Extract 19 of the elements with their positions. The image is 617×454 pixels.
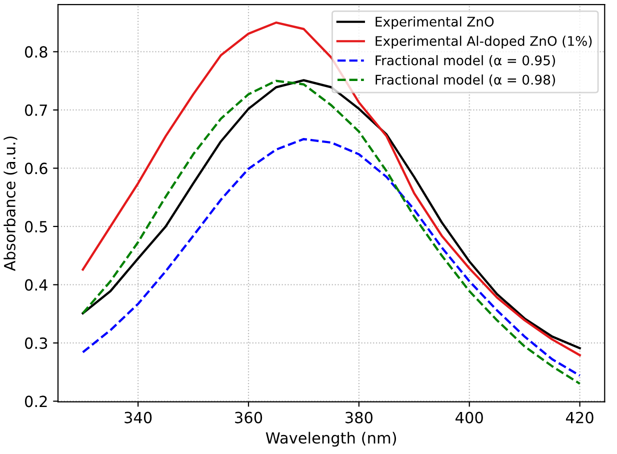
legend-label: Fractional model (α = 0.95) — [376, 55, 556, 67]
x-tick-label: 420 — [566, 412, 594, 424]
x-tick-label: 380 — [346, 412, 373, 424]
x-tick-label: 360 — [235, 412, 262, 424]
y-tick-label: 0.2 — [24, 396, 47, 408]
x-tick-label: 400 — [456, 412, 483, 424]
legend-label: Experimental ZnO — [376, 16, 494, 30]
y-tick-label: 0.8 — [24, 46, 48, 58]
y-tick-label: 0.4 — [24, 279, 48, 291]
y-tick-label: 0.5 — [24, 220, 47, 232]
y-tick-label: 0.3 — [24, 337, 48, 349]
legend-label: Fractional model (α = 0.98) — [376, 74, 556, 86]
x-tick-label: 340 — [124, 412, 152, 424]
legend-label: Experimental Al-doped ZnO (1%) — [376, 36, 592, 49]
y-axis-title: Absorbance (a.u.) — [4, 136, 18, 271]
y-tick-label: 0.7 — [24, 104, 47, 116]
x-axis-title: Wavelength (nm) — [266, 432, 396, 447]
y-tick-label: 0.6 — [24, 162, 48, 174]
line-series — [82, 138, 581, 377]
